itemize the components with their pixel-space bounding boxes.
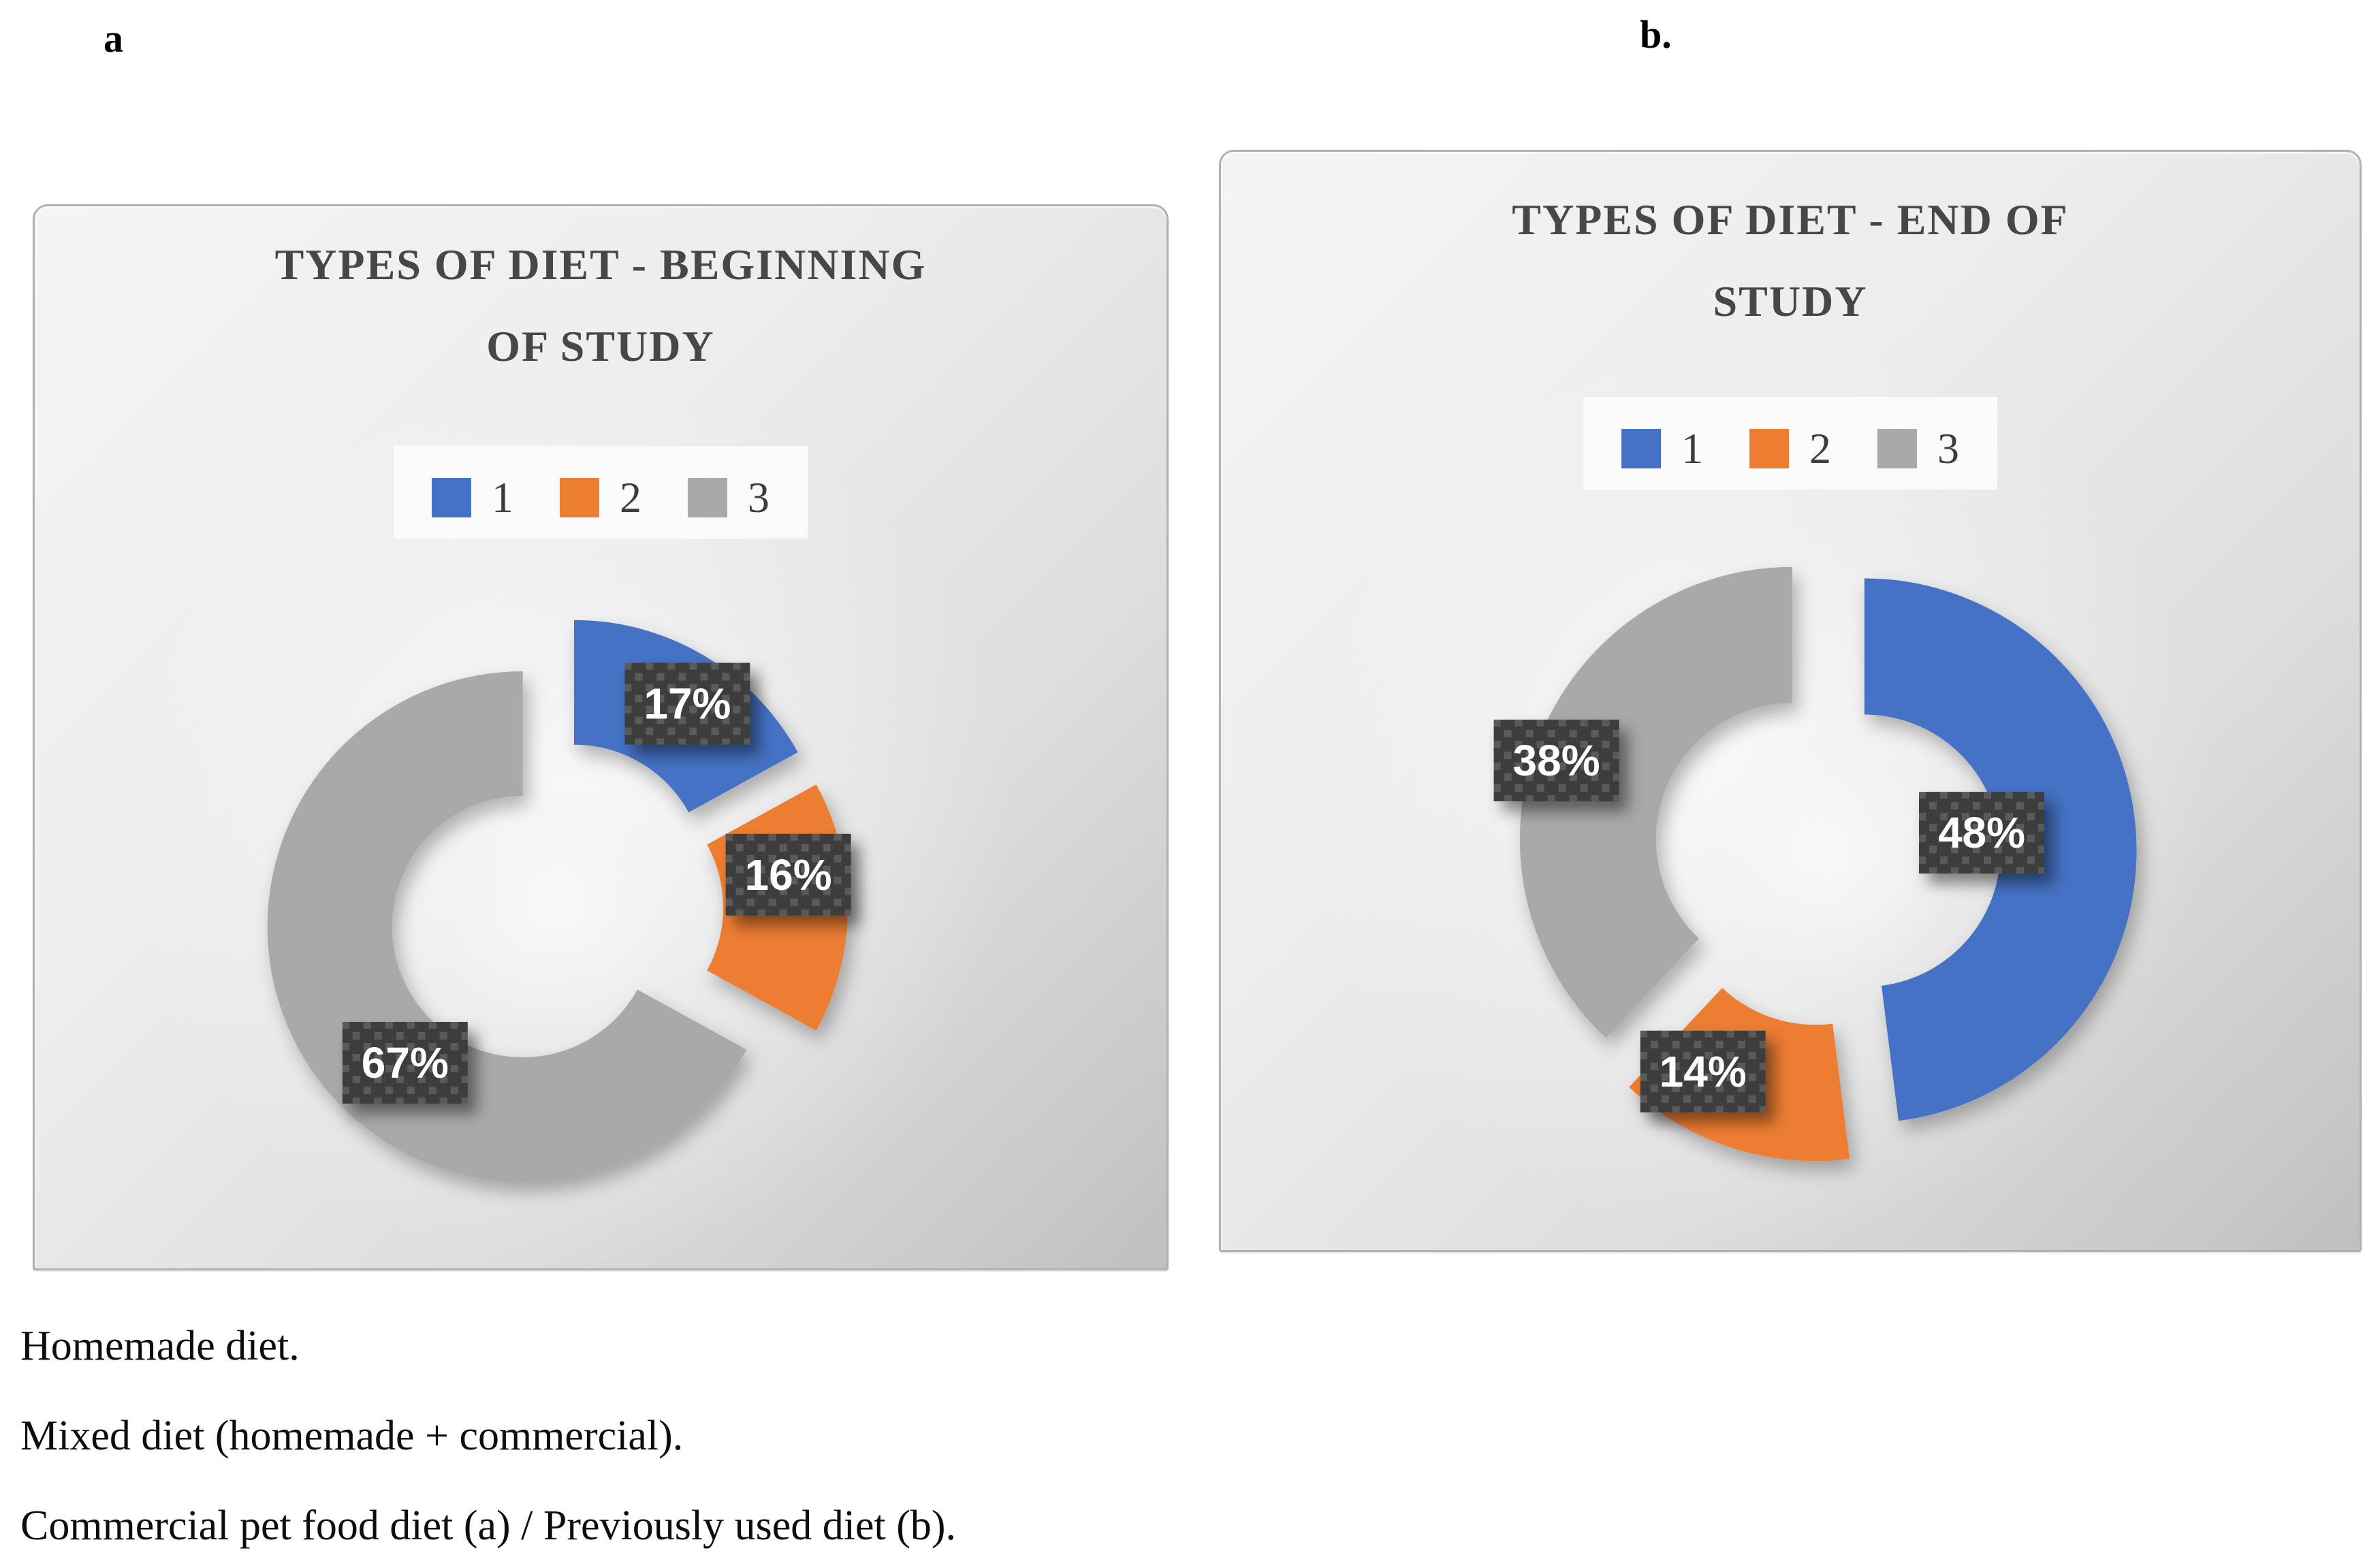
legend-swatch-icon	[1749, 429, 1789, 468]
data-label: 38%	[1493, 720, 1619, 801]
chart-title: TYPES OF DIET - END OF STUDY	[1221, 179, 2360, 342]
legend-swatch-icon	[432, 478, 471, 517]
chart-title-line: TYPES OF DIET - BEGINNING	[274, 240, 927, 289]
donut-hole-highlight	[1695, 721, 1959, 985]
legend-item-2: 2	[1749, 427, 1831, 470]
chart-title-line: TYPES OF DIET - END OF	[1512, 195, 2069, 244]
legend-label: 3	[1937, 424, 1959, 472]
panel-label-a: a	[104, 16, 123, 61]
data-label-text: 17%	[644, 679, 731, 728]
data-label: 17%	[624, 662, 750, 745]
data-label: 67%	[342, 1022, 468, 1104]
footnote-line-2: Mixed diet (homemade + commercial).	[20, 1413, 684, 1459]
legend-label: 2	[1809, 424, 1831, 472]
data-label: 16%	[725, 833, 851, 916]
chart-legend: 1 2 3	[394, 446, 808, 539]
chart-legend: 1 2 3	[1583, 397, 1997, 490]
donut-chart: 48% 14% 38%	[1493, 566, 2137, 1161]
chart-panel-b: TYPES OF DIET - END OF STUDY 1 2 3 48% 14…	[1219, 150, 2362, 1252]
data-label: 14%	[1640, 1030, 1766, 1112]
chart-title: TYPES OF DIET - BEGINNING OF STUDY	[35, 224, 1167, 387]
panel-label-b: b.	[1640, 12, 1672, 57]
donut-hole-highlight	[428, 780, 682, 1035]
data-label-text: 14%	[1660, 1047, 1747, 1096]
donut-slice-1	[1864, 578, 2137, 1121]
donut-slice-3	[1519, 566, 1792, 1038]
chart-title-line: STUDY	[1713, 277, 1868, 325]
chart-panel-a: TYPES OF DIET - BEGINNING OF STUDY 1 2 3…	[33, 204, 1169, 1270]
legend-label: 1	[1681, 424, 1703, 472]
legend-swatch-icon	[1877, 429, 1917, 468]
donut-chart: 17% 16% 67%	[267, 620, 851, 1183]
legend-item-1: 1	[1621, 427, 1703, 470]
legend-label: 3	[748, 473, 769, 522]
data-label-text: 38%	[1513, 736, 1600, 785]
legend-swatch-icon	[1621, 429, 1661, 468]
footnote-line-3: Commercial pet food diet (a) / Previousl…	[20, 1503, 956, 1549]
chart-title-line: OF STUDY	[486, 322, 715, 370]
legend-item-2: 2	[560, 476, 641, 519]
data-label-text: 67%	[362, 1038, 449, 1087]
legend-item-3: 3	[1877, 427, 1959, 470]
footnote-line-1: Homemade diet.	[20, 1323, 300, 1369]
data-label: 48%	[1919, 792, 2044, 874]
legend-swatch-icon	[560, 478, 599, 517]
legend-label: 2	[620, 473, 641, 522]
legend-label: 1	[492, 473, 513, 522]
data-label-text: 16%	[745, 850, 832, 899]
legend-item-1: 1	[432, 476, 513, 519]
legend-item-3: 3	[688, 476, 769, 519]
legend-swatch-icon	[688, 478, 727, 517]
data-label-text: 48%	[1938, 808, 2025, 857]
